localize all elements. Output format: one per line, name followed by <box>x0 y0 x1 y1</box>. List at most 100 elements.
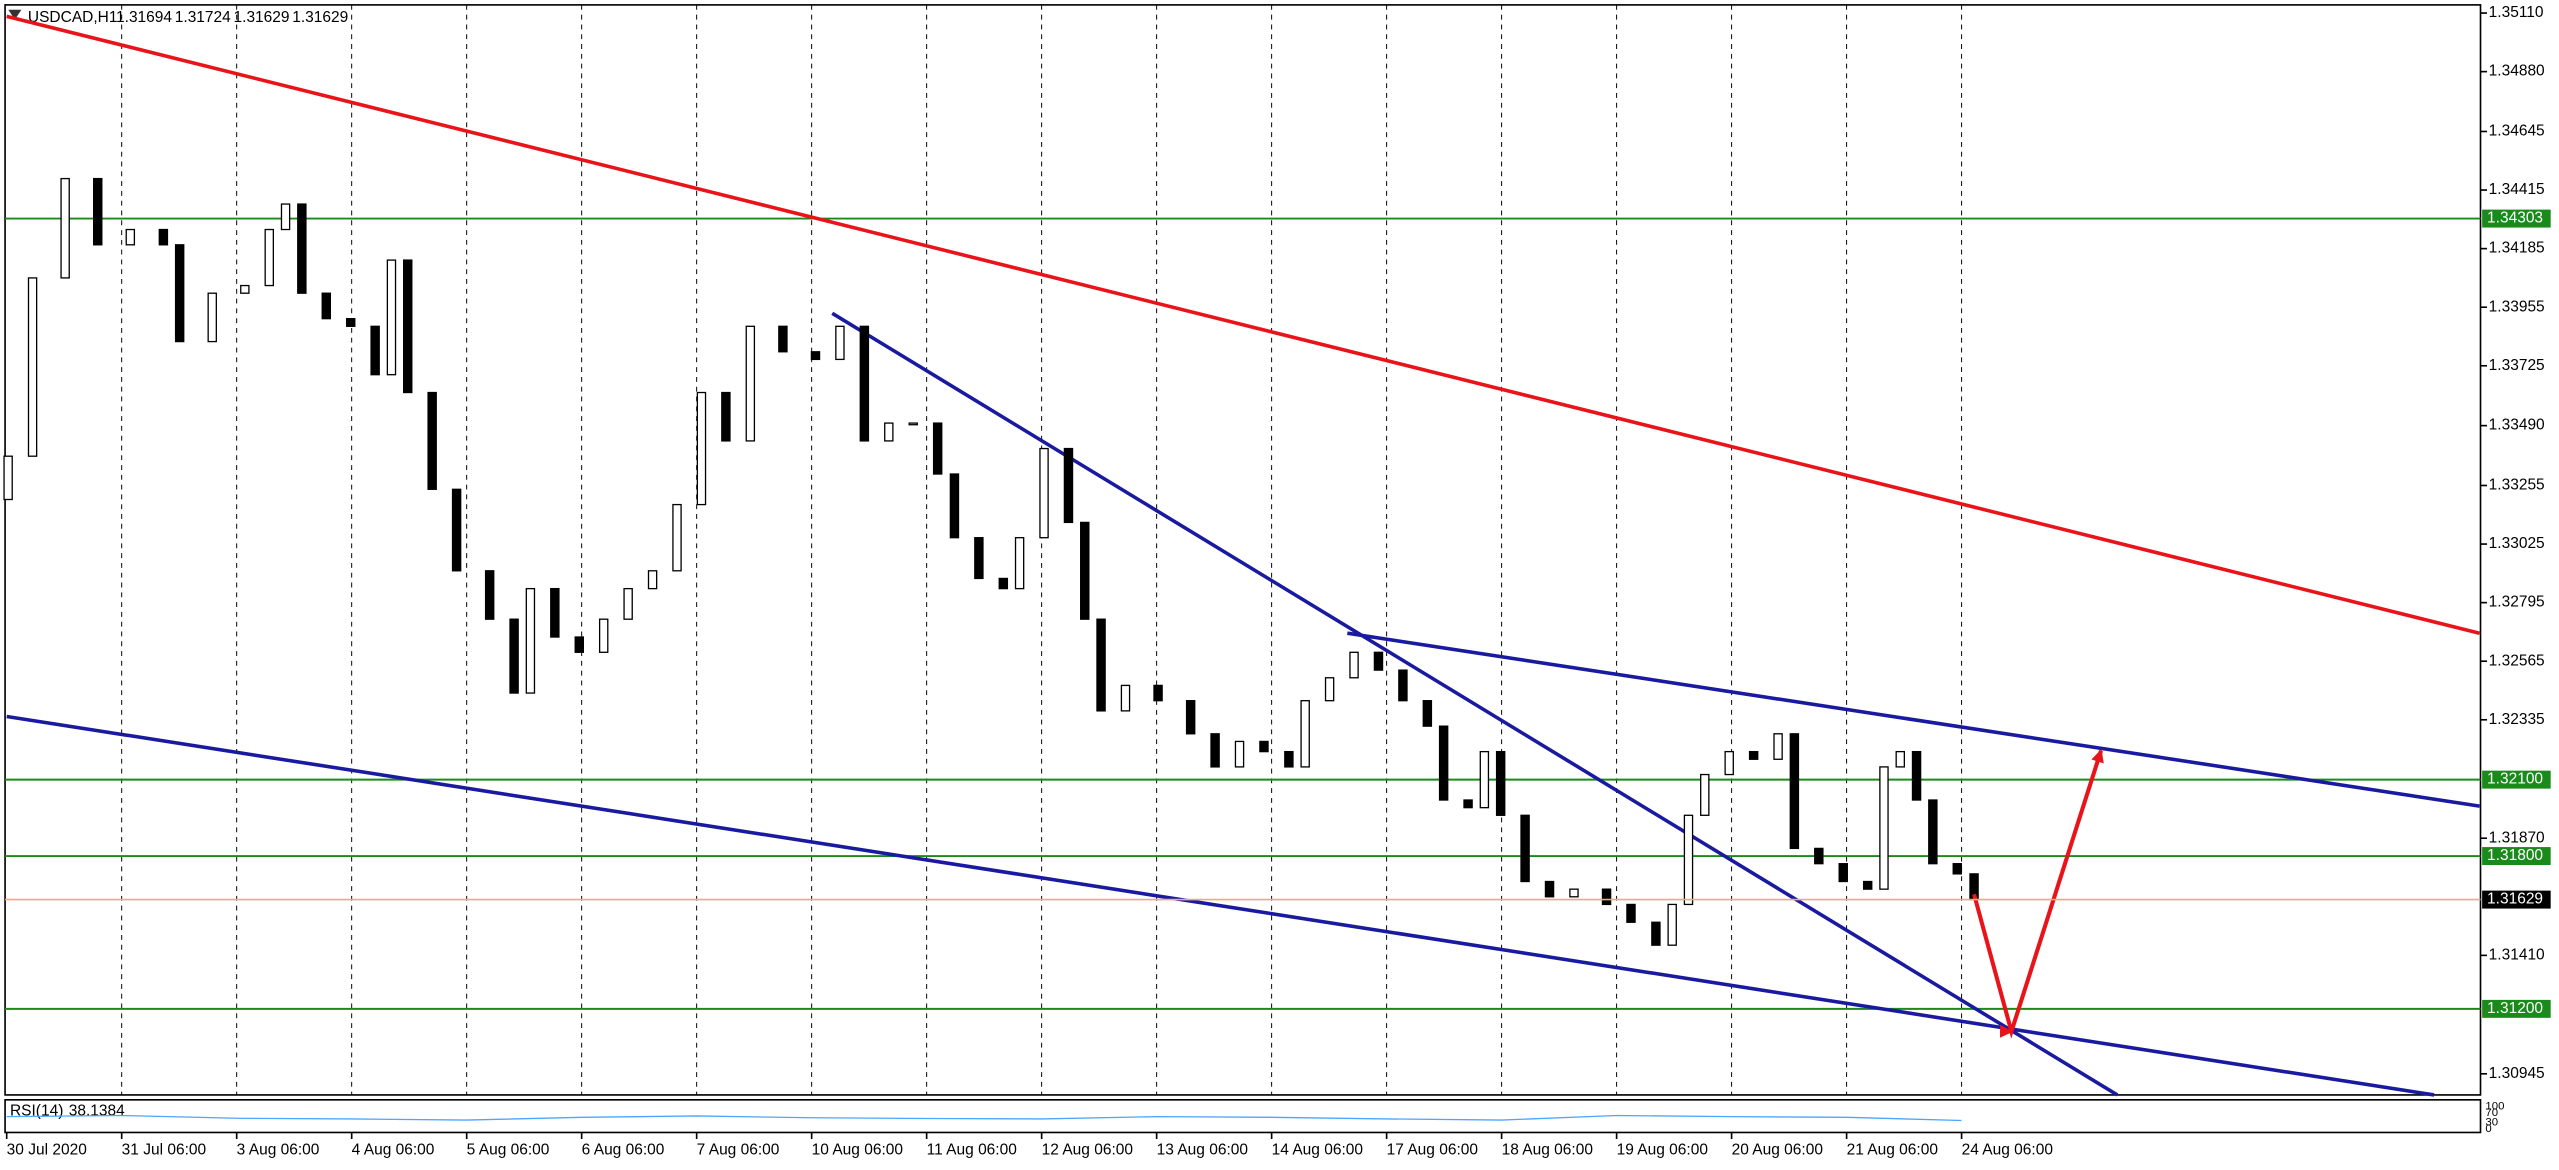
x-tick-label: 18 Aug 06:00 <box>1502 1142 1594 1159</box>
candle <box>1601 888 1612 906</box>
candle <box>1928 799 1938 865</box>
candle <box>721 391 731 442</box>
candle <box>1438 725 1449 801</box>
x-tick-label: 11 Aug 06:00 <box>927 1142 1018 1159</box>
candle <box>623 587 633 620</box>
candle <box>1651 921 1661 946</box>
candle <box>1039 447 1049 539</box>
candle <box>60 177 70 279</box>
x-tick-label: 20 Aug 06:00 <box>1732 1142 1824 1159</box>
candle <box>1683 814 1694 906</box>
candle <box>1773 733 1783 760</box>
candle <box>810 351 821 361</box>
candle <box>1544 880 1555 898</box>
candle <box>932 422 943 475</box>
candle <box>778 325 788 353</box>
y-tick-label: 1.34880 <box>2489 63 2545 80</box>
x-tick-label: 14 Aug 06:00 <box>1272 1142 1364 1159</box>
candle <box>1185 700 1196 735</box>
candle <box>525 587 536 694</box>
candle <box>125 228 136 246</box>
candle <box>598 618 609 653</box>
candle <box>949 473 960 539</box>
level-tag <box>2482 770 2551 789</box>
rsi-tick-label: 0 <box>2485 1123 2491 1135</box>
candle <box>240 284 250 294</box>
candle <box>1324 677 1335 702</box>
forecast-arrow <box>1972 749 2104 1039</box>
x-tick-label: 10 Aug 06:00 <box>812 1142 904 1159</box>
candle <box>403 259 413 394</box>
candle <box>1495 750 1506 816</box>
candle <box>1210 733 1220 768</box>
candle <box>1300 700 1310 768</box>
candle <box>484 570 495 620</box>
candle <box>27 277 38 457</box>
candle <box>1789 733 1800 850</box>
x-tick-label: 31 Jul 06:00 <box>122 1142 207 1159</box>
candle <box>745 325 756 442</box>
y-tick-label: 1.33955 <box>2489 298 2545 315</box>
candle <box>92 177 103 246</box>
candle <box>1422 700 1433 727</box>
y-tick-label: 1.32335 <box>2489 711 2545 728</box>
x-tick-label: 6 Aug 06:00 <box>582 1142 665 1159</box>
candle <box>386 259 397 376</box>
candle <box>1153 684 1163 702</box>
symbol-icon <box>8 9 22 20</box>
x-tick-label: 4 Aug 06:00 <box>352 1142 435 1159</box>
candle <box>908 422 918 426</box>
x-tick-label: 17 Aug 06:00 <box>1387 1142 1479 1159</box>
x-tick-label: 21 Aug 06:00 <box>1847 1142 1939 1159</box>
y-tick-label: 1.30945 <box>2489 1065 2545 1082</box>
candle <box>1463 799 1473 809</box>
level-tag <box>2482 847 2551 866</box>
level-label: 1.32100 <box>2487 771 2543 788</box>
x-tick-label: 3 Aug 06:00 <box>237 1142 320 1159</box>
level-label: 1.31800 <box>2487 847 2543 864</box>
candle <box>1569 888 1579 898</box>
candle <box>174 244 185 343</box>
candle <box>321 292 332 320</box>
y-tick-label: 1.33025 <box>2489 535 2545 552</box>
candle <box>974 537 984 580</box>
y-tick-label: 1.33725 <box>2489 357 2545 374</box>
y-tick-label: 1.31870 <box>2489 829 2545 846</box>
candle <box>1700 773 1710 816</box>
rsi-last: 38.1384 <box>69 1102 125 1119</box>
ohlc-close: 1.31629 <box>292 9 348 26</box>
rsi-tick-label: 70 <box>2485 1107 2498 1119</box>
candle <box>1667 903 1677 946</box>
candle <box>672 503 682 572</box>
candle <box>1748 750 1759 760</box>
candle <box>1814 847 1824 865</box>
candle <box>1724 750 1734 776</box>
ohlc-high: 1.31724 <box>175 9 231 26</box>
level-label: 1.34303 <box>2487 210 2543 227</box>
candle <box>264 228 274 287</box>
rsi-frame <box>4 1099 2482 1134</box>
candle <box>1284 750 1294 768</box>
y-tick-label: 1.31410 <box>2489 946 2545 963</box>
rsi-name: RSI(14) <box>10 1102 63 1119</box>
candle <box>1373 651 1384 671</box>
y-tick-label: 1.34415 <box>2489 181 2545 198</box>
candle <box>509 618 519 694</box>
ohlc-low: 1.31629 <box>234 9 290 26</box>
candle <box>1838 863 1848 883</box>
candle <box>1952 863 1963 875</box>
y-tick-label: 1.34185 <box>2489 240 2545 257</box>
candle <box>1096 618 1106 712</box>
candle <box>297 203 307 294</box>
candle <box>1080 521 1090 620</box>
plot-frame <box>4 4 2482 1096</box>
ohlc-open: 1.31694 <box>116 9 172 26</box>
trend-line <box>1347 631 2480 808</box>
symbol: USDCAD,H1 <box>28 9 118 26</box>
candle <box>550 587 560 638</box>
x-tick-label: 5 Aug 06:00 <box>467 1142 550 1159</box>
level-label: 1.31200 <box>2487 1000 2543 1017</box>
candle <box>884 422 894 442</box>
candle <box>998 577 1009 590</box>
